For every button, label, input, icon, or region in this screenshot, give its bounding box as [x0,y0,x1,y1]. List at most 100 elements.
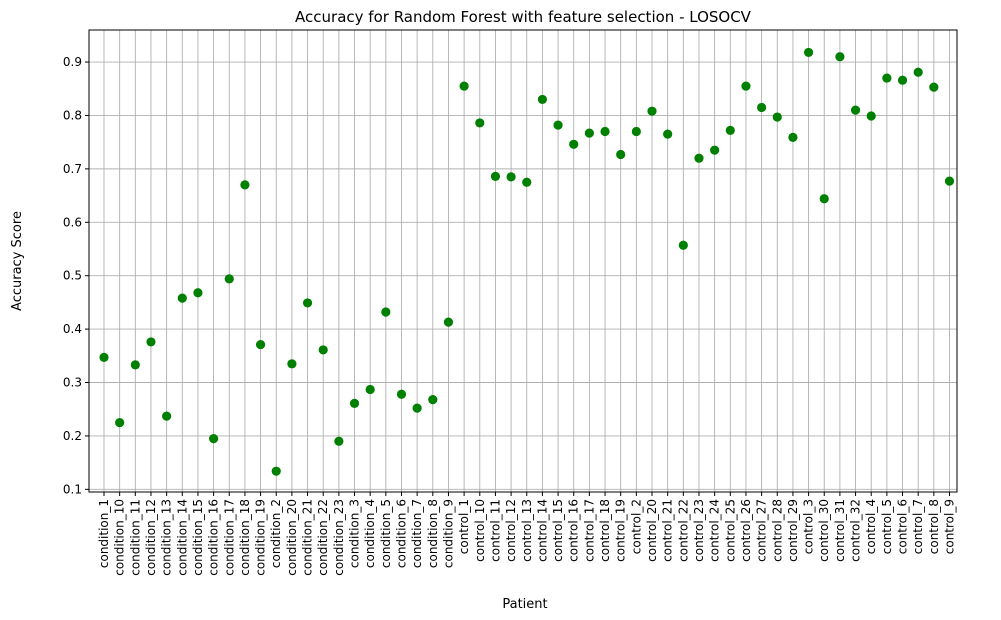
x-tick-label: control_15 [551,499,565,562]
x-tick-label: control_32 [849,499,863,562]
x-tick-label: control_27 [755,499,769,562]
data-point [631,126,641,137]
x-tick-label: control_3 [802,499,816,554]
x-tick-label: condition_7 [410,499,424,568]
data-point [913,67,923,77]
x-tick-label: condition_5 [379,499,393,568]
data-point [443,317,454,327]
x-axis-label: Patient [502,597,547,612]
x-tick-label: control_10 [473,499,487,562]
data-point [537,94,548,105]
x-tick-label: condition_8 [426,499,440,568]
data-point [741,81,751,91]
x-tick-label: condition_11 [128,499,142,576]
x-tick-label: control_19 [614,499,628,562]
data-point [162,411,172,421]
x-tick-label: condition_13 [160,499,174,576]
x-tick-label: condition_15 [191,499,205,576]
x-tick-label: control_20 [645,499,659,562]
x-tick-label: condition_1 [97,499,111,568]
data-point [850,105,861,115]
x-tick-label: control_2 [629,499,643,554]
x-tick-label: control_8 [927,499,941,554]
x-tick-label: control_30 [817,499,831,562]
data-point [381,307,391,317]
data-point [678,240,688,250]
data-point [365,384,375,395]
data-point [130,360,140,370]
x-tick-label: control_12 [504,499,518,562]
x-tick-label: condition_10 [113,499,127,576]
x-tick-label: control_7 [911,499,925,554]
data-point [177,293,187,303]
data-point [944,176,955,186]
data-point [897,75,908,85]
data-point [569,139,579,149]
y-tick-label: 0.9 [63,55,82,69]
data-point [412,403,422,413]
data-point [803,47,814,58]
y-tick-label: 0.6 [63,215,82,229]
points-layer [99,47,955,476]
y-tick-label: 0.5 [63,269,82,283]
x-tick-label: condition_20 [285,499,299,576]
x-tick-label: control_9 [943,499,957,554]
x-tick-label: control_21 [661,499,675,562]
data-point [522,177,532,187]
x-tick-label: control_17 [582,499,596,562]
x-tick-label: control_5 [880,499,894,554]
data-point [866,111,876,121]
x-tick-label: control_23 [692,499,706,562]
x-tick-label: control_11 [488,499,502,562]
y-tick-label: 0.7 [63,162,82,176]
data-point [193,288,203,298]
data-point [584,128,594,138]
data-point [663,129,673,139]
x-tick-label: control_31 [833,499,847,562]
x-tick-label: control_24 [708,499,722,562]
x-tick-label: control_6 [896,499,910,554]
data-point [271,466,281,476]
x-tick-label: control_29 [786,499,800,562]
y-axis-label: Accuracy Score [10,211,25,311]
y-tick-label: 0.2 [63,429,82,443]
x-tick-label: condition_6 [394,499,408,568]
data-point [819,194,829,204]
x-tick-label: control_25 [723,499,737,562]
data-point [710,145,720,155]
data-point [99,352,109,363]
x-tick-label: condition_16 [207,499,221,576]
x-tick-label: condition_17 [222,499,236,576]
data-point [757,102,767,113]
x-tick-label: condition_21 [301,499,315,576]
y-tick-label: 0.1 [63,482,82,496]
y-axis: 0.1 0.2 0.3 0.4 0.5 0.6 0.7 0.8 0.9 [63,55,89,496]
x-axis: condition_1 condition_10 condition_11 condi… [97,492,957,576]
data-point [349,398,360,408]
x-tick-label: condition_23 [332,499,346,576]
y-tick-label: 0.4 [63,322,82,336]
x-tick-label: condition_19 [254,499,268,576]
x-tick-label: control_16 [567,499,581,562]
x-tick-label: condition_18 [238,499,252,576]
x-tick-label: control_26 [739,499,753,562]
x-tick-label: control_1 [457,499,471,554]
data-point [553,120,563,130]
data-point [616,149,626,160]
data-point [490,171,501,181]
x-tick-label: control_13 [520,499,534,562]
data-point [334,436,344,446]
data-point [396,389,407,399]
x-tick-label: condition_3 [348,499,362,568]
data-point [788,132,798,142]
data-point [255,339,266,350]
x-tick-label: condition_9 [441,499,455,568]
x-tick-label: condition_22 [316,499,330,576]
data-point [287,359,297,369]
data-point [772,112,782,122]
data-point [600,126,610,137]
data-point [302,298,313,308]
x-tick-label: condition_14 [175,499,189,576]
data-point [929,82,939,92]
